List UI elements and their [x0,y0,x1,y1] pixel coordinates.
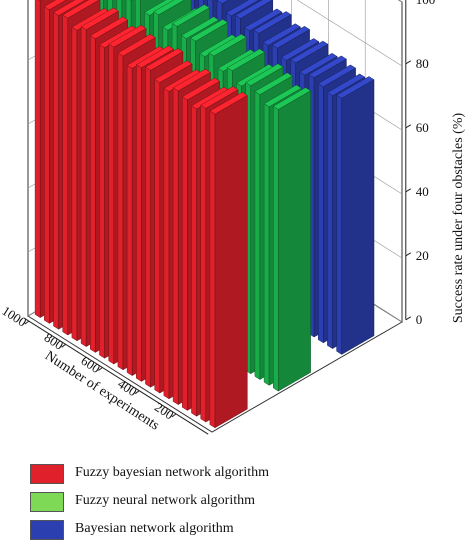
legend-item: Fuzzy neural network algorithm [30,490,450,518]
legend-swatch-fuzzy-neural [30,492,64,512]
y-axis-title: Success rate under four obstacles (%) [451,113,466,324]
legend-item: Bayesian network algorithm [30,518,450,546]
legend-swatch-fuzzy-bayesian [30,464,64,484]
legend-swatch-bayesian [30,520,64,540]
y-tick-label: 80 [416,56,429,71]
y-tick [406,189,411,192]
bar [273,88,310,392]
y-tick-label: 0 [416,312,423,327]
legend-label: Fuzzy neural network algorithm [75,493,255,509]
x-tick-label: 800 [42,330,67,353]
y-tick-label: 40 [416,184,429,199]
chart-plot: Success rate under four obstacles (%) Nu… [0,0,474,455]
y-tick-label: 100 [416,0,436,7]
legend-item: Fuzzy bayesian network algorithm [30,462,450,490]
legend: Fuzzy bayesian network algorithm Fuzzy n… [30,462,450,546]
x-tick-label: 1000 [0,303,29,330]
bar [210,92,247,428]
y-tick [406,61,411,64]
y-tick-label: 20 [416,248,429,263]
legend-label: Fuzzy bayesian network algorithm [75,465,269,481]
y-tick [406,125,411,128]
y-tick-label: 60 [416,120,429,135]
y-tick [406,317,411,320]
legend-label: Bayesian network algorithm [75,521,234,537]
y-tick [406,253,411,256]
bar [337,77,374,355]
